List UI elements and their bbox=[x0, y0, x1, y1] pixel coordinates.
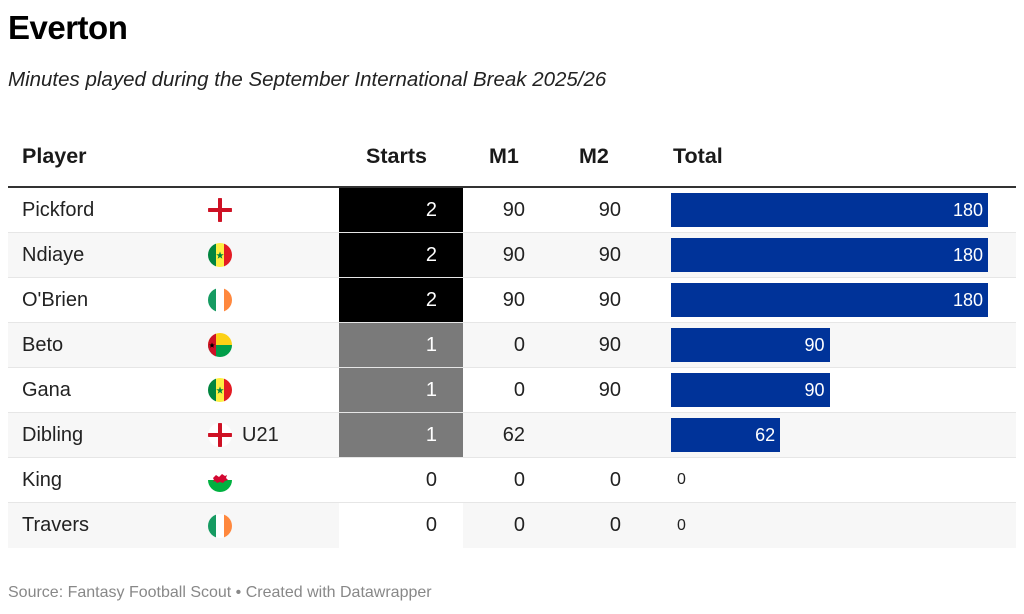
starts-value: 2 bbox=[339, 278, 463, 322]
total-cell: 180 bbox=[671, 188, 1016, 232]
player-name: Pickford bbox=[22, 198, 95, 221]
total-bar: 180 bbox=[671, 283, 988, 317]
nation-cell bbox=[208, 368, 342, 412]
player-name: O'Brien bbox=[22, 288, 89, 311]
nation-cell bbox=[208, 233, 342, 277]
source-footer: Source: Fantasy Football Scout • Created… bbox=[8, 584, 432, 601]
m1-value: 0 bbox=[513, 333, 525, 356]
m1-value: 90 bbox=[502, 288, 525, 311]
total-value: 90 bbox=[804, 379, 825, 400]
m2-value: 90 bbox=[598, 333, 621, 356]
total-bar: 90 bbox=[671, 328, 830, 362]
nation-cell bbox=[208, 278, 342, 322]
total-bar: 90 bbox=[671, 373, 830, 407]
player-name: Beto bbox=[22, 333, 64, 356]
minutes-table: Player Starts M1 M2 Total Pickford 2 90 … bbox=[8, 130, 1016, 548]
m1-value: 0 bbox=[513, 468, 525, 491]
total-bar: 62 bbox=[671, 418, 781, 452]
total-value: 0 bbox=[677, 471, 686, 488]
total-bar: 180 bbox=[671, 193, 988, 227]
player-name: Dibling bbox=[22, 423, 84, 446]
player-name: Gana bbox=[22, 378, 71, 401]
nation-cell bbox=[208, 323, 342, 367]
total-bar: 180 bbox=[671, 238, 988, 272]
column-header-starts[interactable]: Starts bbox=[366, 144, 427, 168]
nation-cell: U21 bbox=[208, 413, 342, 457]
table-row: Gana 1 0 90 90 bbox=[8, 368, 1016, 413]
total-cell: 90 bbox=[671, 368, 1016, 412]
senegal-flag-icon bbox=[208, 378, 232, 402]
table-row: O'Brien 2 90 90 180 bbox=[8, 278, 1016, 323]
total-cell: 0 bbox=[671, 503, 1016, 548]
player-name: King bbox=[22, 468, 63, 491]
column-header-total[interactable]: Total bbox=[673, 144, 723, 168]
ireland-flag-icon bbox=[208, 513, 232, 538]
starts-value: 0 bbox=[339, 503, 463, 548]
table-row: Ndiaye 2 90 90 180 bbox=[8, 233, 1016, 278]
england-flag-icon bbox=[208, 423, 232, 447]
column-header-m2[interactable]: M2 bbox=[579, 144, 609, 168]
nation-cell bbox=[208, 188, 342, 232]
table-row: Travers 0 0 0 0 bbox=[8, 503, 1016, 548]
starts-value: 1 bbox=[339, 368, 463, 412]
total-cell: 180 bbox=[671, 233, 1016, 277]
team-note: U21 bbox=[242, 423, 279, 446]
chart-title: Everton bbox=[8, 9, 128, 46]
table-header: Player Starts M1 M2 Total bbox=[8, 130, 1016, 188]
table-body: Pickford 2 90 90 180 Ndiaye 2 90 90 180 … bbox=[8, 188, 1016, 548]
starts-value: 1 bbox=[339, 323, 463, 367]
player-name: Travers bbox=[22, 514, 90, 536]
total-value: 180 bbox=[952, 199, 983, 220]
total-value: 0 bbox=[677, 516, 686, 534]
starts-value: 0 bbox=[339, 458, 463, 502]
m1-value: 62 bbox=[502, 423, 525, 446]
starts-value: 1 bbox=[339, 413, 463, 457]
starts-value: 2 bbox=[339, 233, 463, 277]
m2-value: 0 bbox=[609, 514, 621, 536]
total-value: 180 bbox=[952, 289, 983, 310]
total-value: 90 bbox=[804, 334, 825, 355]
senegal-flag-icon bbox=[208, 243, 232, 267]
total-cell: 90 bbox=[671, 323, 1016, 367]
column-header-m1[interactable]: M1 bbox=[489, 144, 519, 168]
m1-value: 0 bbox=[513, 378, 525, 401]
starts-value: 2 bbox=[339, 188, 463, 232]
nation-cell bbox=[208, 458, 342, 502]
ireland-flag-icon bbox=[208, 288, 232, 312]
m2-value: 90 bbox=[598, 198, 621, 221]
total-value: 180 bbox=[952, 244, 983, 265]
table-row: King 0 0 0 0 bbox=[8, 458, 1016, 503]
chart-subtitle: Minutes played during the September Inte… bbox=[8, 68, 607, 91]
guinea-bissau-flag-icon bbox=[208, 333, 232, 357]
m1-value: 90 bbox=[502, 198, 525, 221]
total-cell: 180 bbox=[671, 278, 1016, 322]
table-row: Dibling U21 1 62 62 bbox=[8, 413, 1016, 458]
column-header-player[interactable]: Player bbox=[22, 144, 87, 168]
m2-value: 0 bbox=[609, 468, 621, 491]
nation-cell bbox=[208, 503, 342, 548]
player-name: Ndiaye bbox=[22, 243, 85, 266]
total-cell: 62 bbox=[671, 413, 1016, 457]
m2-value bbox=[553, 413, 643, 457]
total-value: 62 bbox=[755, 424, 776, 445]
m1-value: 0 bbox=[513, 514, 525, 536]
m1-value: 90 bbox=[502, 243, 525, 266]
m2-value: 90 bbox=[598, 288, 621, 311]
m2-value: 90 bbox=[598, 378, 621, 401]
total-cell: 0 bbox=[671, 458, 1016, 502]
table-row: Beto 1 0 90 90 bbox=[8, 323, 1016, 368]
table-row: Pickford 2 90 90 180 bbox=[8, 188, 1016, 233]
wales-flag-icon bbox=[208, 468, 232, 492]
m2-value: 90 bbox=[598, 243, 621, 266]
england-flag-icon bbox=[208, 198, 232, 222]
